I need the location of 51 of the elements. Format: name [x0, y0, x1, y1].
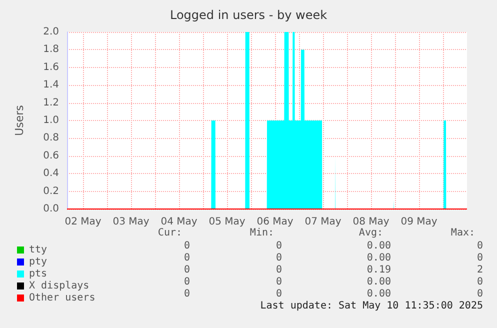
text: 0.00: [366, 276, 391, 288]
y-tick-label: 0.4: [43, 168, 59, 180]
text: Min:: [250, 228, 274, 238]
text: Cur:: [158, 228, 182, 238]
y-tick-label: 1.0: [43, 115, 59, 126]
legend-label: pty: [29, 256, 48, 268]
text: 0: [184, 240, 190, 252]
y-tick-label: 0.6: [43, 150, 59, 162]
legend-label: X displays: [29, 280, 90, 292]
text: 0: [476, 240, 483, 252]
text: 0: [184, 288, 190, 300]
text: 0: [276, 288, 282, 300]
x-tick-label: 06 May: [256, 216, 294, 228]
text: 0.00: [366, 288, 391, 300]
text: 0: [184, 276, 190, 288]
text: 0.19: [366, 264, 391, 276]
chart-title: Logged in users - by week: [170, 8, 328, 22]
text: 0: [276, 264, 282, 276]
text: Max:: [450, 228, 476, 238]
y-tick-label: 1.8: [43, 44, 59, 56]
x-tick-label: 05 May: [208, 216, 246, 228]
x-tick-label: 02 May: [64, 216, 102, 228]
text: 0.00: [366, 240, 391, 252]
x-tick-label: 09 May: [400, 216, 438, 228]
text: 0: [276, 252, 282, 264]
text: 0: [184, 264, 190, 276]
legend-label: tty: [29, 244, 48, 256]
y-tick-label: 0.2: [43, 186, 59, 197]
y-tick-label: 2.0: [43, 26, 59, 38]
y-tick-label: 0.0: [43, 204, 59, 214]
y-tick-label: 1.2: [43, 97, 59, 108]
text: Last update: Sat May 10 11:35:00 2025: [260, 300, 483, 312]
text: 0: [184, 252, 190, 264]
y-tick-label: 1.6: [43, 62, 59, 73]
text: Avg:: [358, 228, 384, 238]
x-tick-label: 03 May: [112, 216, 150, 228]
x-tick-label: 08 May: [352, 216, 390, 228]
x-tick-label: 04 May: [160, 216, 198, 228]
text: 0: [476, 288, 483, 300]
y-tick-label: 1.4: [43, 80, 59, 91]
text: 0: [476, 252, 483, 264]
y-tick-label: 0.8: [43, 132, 59, 144]
x-tick-label: 07 May: [304, 216, 342, 228]
text: 0.00: [366, 252, 391, 264]
text: 0: [476, 276, 483, 288]
text: 2: [476, 264, 483, 276]
y-axis-title: Users: [13, 104, 26, 136]
text: 0: [276, 276, 282, 288]
legend-label: pts: [29, 268, 48, 280]
legend-label: Other users: [29, 292, 96, 304]
text: 0: [276, 240, 282, 252]
